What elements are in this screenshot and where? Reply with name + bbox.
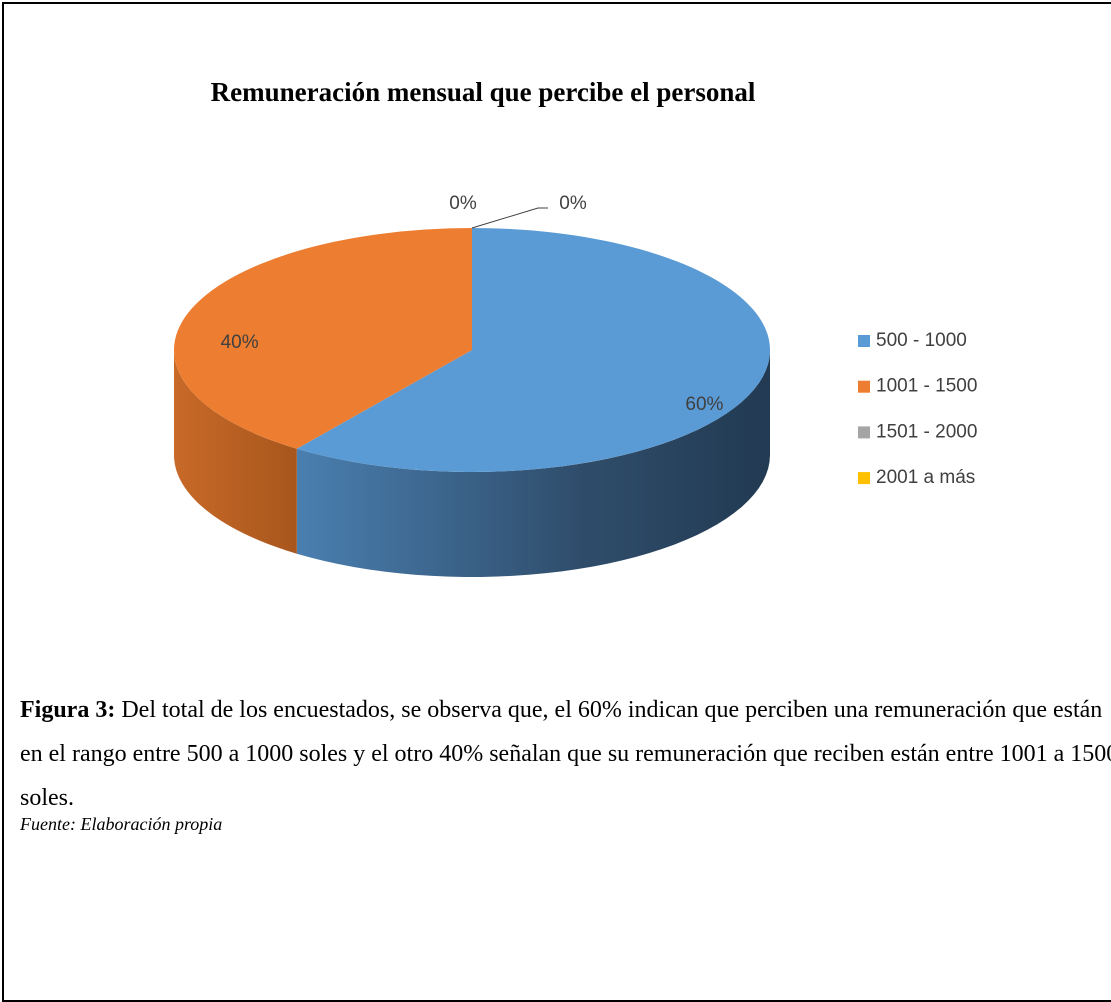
slice (174, 227, 472, 449)
chart-title: Remuneración mensual que percibe el pers… (211, 77, 756, 107)
legend-swatch (858, 380, 870, 393)
source: Fuente: Elaboración propia (20, 814, 223, 834)
data-label: 0% (449, 193, 477, 214)
chart: Remuneración mensual que percibe el pers… (174, 77, 977, 577)
slice-side (174, 350, 297, 554)
caption-label: Figura 3: (20, 697, 116, 723)
legend-label: 1001 - 1500 (876, 376, 977, 397)
caption-text: Del total de los encuestados, se observa… (20, 697, 1111, 811)
legend-swatch (858, 335, 870, 347)
leader-line (471, 207, 548, 229)
legend-swatch (858, 472, 870, 485)
data-label: 60% (685, 394, 723, 415)
legend-label: 1501 - 2000 (876, 421, 977, 442)
legend-label: 2001 a más (876, 467, 975, 488)
legend-label: 500 - 1000 (876, 330, 967, 351)
slice-side (296, 350, 770, 577)
caption: Figura 3: Del total de los encuestados, … (20, 688, 1111, 820)
legend-swatch (858, 426, 870, 439)
data-label: 0% (559, 193, 587, 214)
slice (296, 228, 771, 472)
data-label: 40% (221, 332, 259, 353)
